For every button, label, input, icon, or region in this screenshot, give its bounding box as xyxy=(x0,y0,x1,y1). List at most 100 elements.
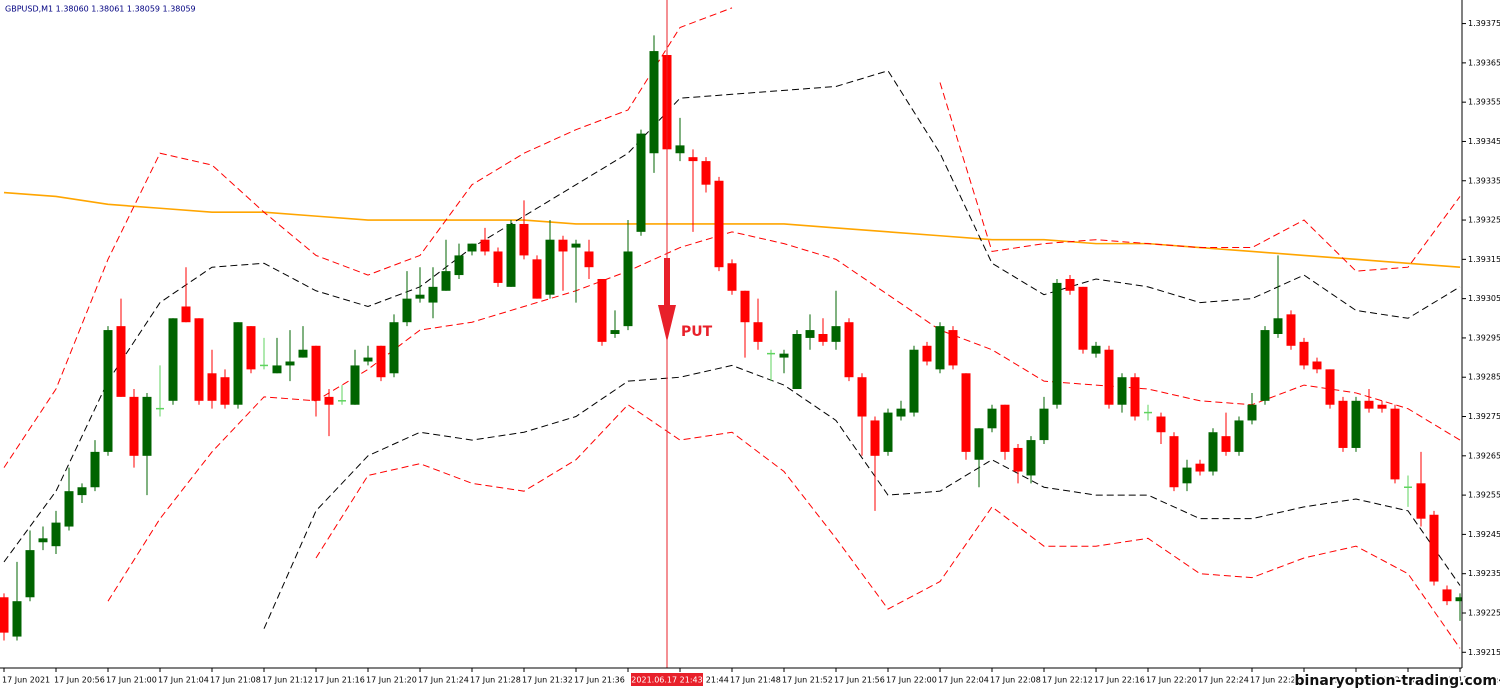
candle-body xyxy=(636,133,646,232)
x-tick-label: 17 Jun 2021 xyxy=(2,676,50,685)
candle-body xyxy=(701,161,711,185)
candle-body xyxy=(753,322,763,342)
candle-body xyxy=(311,345,321,401)
candle-body xyxy=(1325,369,1335,405)
candle-body xyxy=(818,334,828,342)
x-tick-label: 17 Jun 21:48 xyxy=(730,676,781,685)
candle-body xyxy=(844,322,854,378)
y-tick-label: 1.39295 xyxy=(1468,333,1500,342)
candle-body xyxy=(805,330,815,338)
symbol-header: GBPUSD,M1 1.38060 1.38061 1.38059 1.3805… xyxy=(5,5,196,14)
candle-body xyxy=(675,145,685,154)
candle-body xyxy=(12,601,22,637)
candle-body xyxy=(428,286,438,303)
x-tick-label: 17 Jun 22:12 xyxy=(1042,676,1093,685)
x-tick-label: 17 Jun 22:36 xyxy=(1354,676,1405,685)
x-tick-label: 17 Jun 22:04 xyxy=(938,676,989,685)
candle-body xyxy=(51,522,61,547)
candle-body xyxy=(1377,404,1387,409)
candle-body xyxy=(467,243,477,252)
candle-body xyxy=(1039,408,1049,441)
signal-arrow xyxy=(658,258,676,342)
candle-body xyxy=(1234,420,1244,452)
candle-body xyxy=(376,345,386,378)
y-tick-label: 1.39335 xyxy=(1468,176,1500,185)
y-tick-label: 1.39365 xyxy=(1468,58,1500,67)
x-tick-label: 17 Jun 22:40 xyxy=(1406,676,1457,685)
candle-body xyxy=(1078,286,1088,350)
marker-label: 2021.06.17 21:43 xyxy=(631,676,702,685)
candle-body xyxy=(25,550,35,598)
candle-body xyxy=(610,330,620,334)
candle-body xyxy=(38,538,48,543)
x-tick-label: 17 Jun 21:16 xyxy=(314,676,365,685)
x-tick-label: 17 Jun 21:28 xyxy=(470,676,521,685)
candle-body xyxy=(584,251,594,268)
candle-body xyxy=(1364,400,1374,409)
x-tick-label: 17 Jun 22:32 xyxy=(1302,676,1353,685)
y-tick-label: 1.39235 xyxy=(1468,569,1500,578)
candle-body xyxy=(454,255,464,276)
candle-body xyxy=(246,326,256,370)
x-tick-label: 17 Jun 21:08 xyxy=(210,676,261,685)
candle-body xyxy=(987,408,997,429)
x-tick-label: 17 Jun 22:4 xyxy=(1458,676,1500,685)
indicator-line xyxy=(3,70,1461,563)
candle-body xyxy=(116,326,126,397)
candle-body xyxy=(1338,400,1348,448)
y-tick-label: 1.39215 xyxy=(1468,648,1500,657)
candle-body xyxy=(233,322,243,405)
y-tick-label: 1.39245 xyxy=(1468,530,1500,539)
candle-body xyxy=(1299,341,1309,366)
plot-area xyxy=(0,0,1462,668)
candle-body xyxy=(519,223,529,256)
candle-body xyxy=(272,365,282,374)
candle-body xyxy=(545,239,555,295)
candle-body xyxy=(792,334,802,390)
candle-body xyxy=(1130,377,1140,417)
candle-body xyxy=(441,271,451,291)
candle-body xyxy=(883,412,893,452)
candle-body xyxy=(688,157,698,162)
y-tick-label: 1.39325 xyxy=(1468,216,1500,225)
candle-body xyxy=(857,377,867,417)
candle-body xyxy=(1208,432,1218,472)
candle-body xyxy=(324,396,334,405)
candle-body xyxy=(129,396,139,456)
candle-body xyxy=(142,396,152,456)
candle-body xyxy=(77,487,87,496)
candle-body xyxy=(727,263,737,291)
y-tick-label: 1.39225 xyxy=(1468,608,1500,617)
candle-body xyxy=(649,51,659,154)
candle-body xyxy=(1026,440,1036,476)
candle-body xyxy=(1455,597,1462,602)
candle-body xyxy=(506,223,516,287)
x-tick-label: 17 Jun 21:04 xyxy=(158,676,209,685)
candle-body xyxy=(220,377,230,405)
candle-body xyxy=(714,180,724,268)
candle-body xyxy=(623,251,633,327)
x-tick-label: 17 Jun 22:28 xyxy=(1250,676,1301,685)
candle-body xyxy=(909,349,919,413)
candle-body xyxy=(1156,416,1166,433)
candle-body xyxy=(1013,447,1023,472)
y-tick-label: 1.39345 xyxy=(1468,137,1500,146)
candle-body xyxy=(1351,400,1361,448)
indicator-line xyxy=(3,7,1461,468)
x-tick-label: 17 Jun 21:52 xyxy=(782,676,833,685)
candle-body xyxy=(1195,463,1205,472)
candle-body xyxy=(0,597,9,633)
watermark: binaryoption-trading.com xyxy=(1295,673,1497,689)
candle-body xyxy=(1390,408,1400,480)
x-tick-label: 17 Jun 21:12 xyxy=(262,676,313,685)
candle-body xyxy=(740,290,750,323)
candle-body xyxy=(64,491,74,527)
x-tick-label: 17 Jun 21:32 xyxy=(522,676,573,685)
x-tick-label: 17 Jun 21:24 xyxy=(418,676,469,685)
candle-body xyxy=(1429,514,1439,582)
indicator-line xyxy=(107,231,1461,602)
candle-body xyxy=(961,373,971,452)
candle-body xyxy=(1182,467,1192,484)
